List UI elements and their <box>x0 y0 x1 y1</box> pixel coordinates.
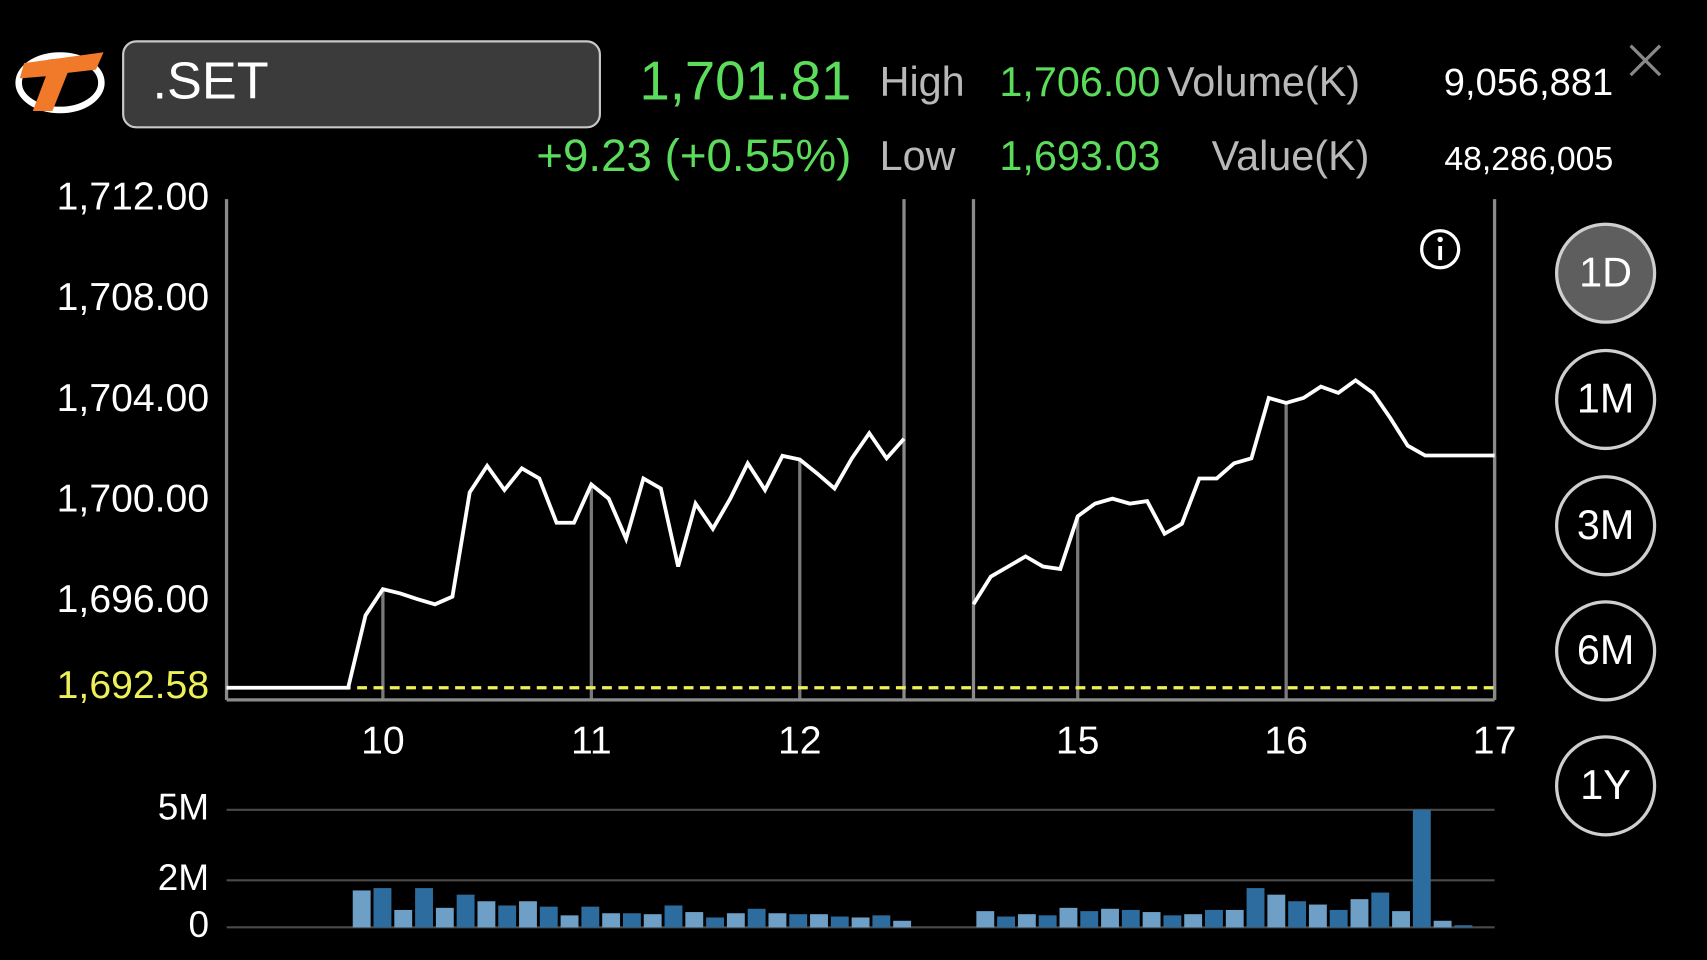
volume-bar <box>1080 911 1099 928</box>
x-tick-label: 12 <box>778 720 822 763</box>
volume-bar <box>1392 911 1410 928</box>
value-label: Value(K) <box>1212 133 1370 179</box>
volume-bar <box>622 913 641 928</box>
volume-bar <box>1059 907 1078 928</box>
volume-bar <box>1205 909 1223 928</box>
volume-bar <box>1017 914 1036 928</box>
high-value: 1,706.00 <box>999 59 1160 105</box>
volume-bar <box>1121 909 1140 928</box>
volume-bar <box>1184 914 1203 928</box>
info-button[interactable] <box>1420 229 1461 270</box>
period-label[interactable]: 1Y <box>1580 762 1631 808</box>
y-tick-label: 1,700.00 <box>57 477 209 520</box>
last-price: 1,701.81 <box>640 50 852 111</box>
period-button[interactable] <box>1554 735 1657 837</box>
volume-bar <box>1371 892 1390 928</box>
volume-bar <box>456 894 475 928</box>
y-tick-label: 1,708.00 <box>57 276 209 319</box>
value-value: 48,286,005 <box>1444 140 1613 178</box>
volume-bar <box>768 913 787 928</box>
low-value: 1,693.03 <box>999 133 1160 179</box>
reference-label: 1,692.58 <box>57 664 209 707</box>
volume-bar <box>1308 904 1327 928</box>
period-button[interactable] <box>1554 475 1657 577</box>
volume-bar <box>352 890 371 928</box>
x-tick-label: 11 <box>571 720 612 763</box>
period-label[interactable]: 1M <box>1577 376 1634 422</box>
volume-bar <box>1412 809 1431 928</box>
volume-bar <box>1038 915 1057 928</box>
period-button[interactable] <box>1554 348 1657 451</box>
volume-bar <box>435 907 454 928</box>
volume-label: Volume(K) <box>1167 59 1360 105</box>
volume-bar <box>893 920 912 928</box>
volume-bar <box>602 913 621 928</box>
volume-bar <box>789 914 808 928</box>
y-tick-label: 0 <box>189 904 210 945</box>
low-label: Low <box>880 133 956 179</box>
y-tick-label: 1,712.00 <box>57 176 209 219</box>
volume-bar <box>872 915 891 928</box>
volume-bar <box>664 905 683 928</box>
price-change: +9.23 (+0.55%) <box>536 130 851 181</box>
volume-bar <box>643 914 662 928</box>
volume-bar <box>539 906 558 928</box>
symbol[interactable]: .SET <box>153 53 269 111</box>
volume-bar <box>685 912 704 928</box>
period-label[interactable]: 3M <box>1577 502 1634 548</box>
volume-bar <box>560 915 579 928</box>
volume-bar <box>415 888 433 928</box>
volume-bar <box>1433 920 1452 928</box>
volume-bar <box>976 911 995 928</box>
volume-bar <box>851 917 870 928</box>
volume-bar <box>498 905 517 928</box>
volume-bar <box>1350 899 1369 928</box>
symbol-box[interactable] <box>122 40 601 129</box>
volume-bar <box>1246 888 1265 928</box>
y-tick-label: 5M <box>158 787 209 828</box>
volume-bar <box>747 908 766 928</box>
volume-bar <box>1267 894 1286 928</box>
y-tick-label: 2M <box>158 857 209 898</box>
period-button[interactable] <box>1554 222 1657 324</box>
period-label[interactable]: 1D <box>1579 249 1632 295</box>
volume-bar <box>830 916 849 928</box>
volume-bar <box>706 917 725 928</box>
volume-bar <box>581 906 600 928</box>
volume-bar <box>1454 925 1473 928</box>
close-button[interactable] <box>1629 44 1662 77</box>
volume-bar <box>519 901 537 928</box>
high-label: High <box>880 59 965 105</box>
volume-bar <box>997 916 1016 928</box>
volume-bar <box>373 888 392 928</box>
x-tick-label: 16 <box>1264 720 1308 763</box>
y-tick-label: 1,704.00 <box>57 377 209 420</box>
volume-value: 9,056,881 <box>1444 62 1613 104</box>
volume-bar <box>1101 908 1119 928</box>
x-tick-label: 17 <box>1473 720 1517 763</box>
y-tick-label: 1,696.00 <box>57 578 209 621</box>
x-tick-label: 15 <box>1056 720 1100 763</box>
volume-bar <box>1288 901 1307 928</box>
logo <box>15 52 105 114</box>
volume-bar <box>1142 912 1161 928</box>
period-button[interactable] <box>1554 600 1657 702</box>
volume-bar <box>1329 909 1348 928</box>
x-tick-label: 10 <box>361 720 405 763</box>
volume-bar <box>1225 909 1244 928</box>
volume-bar <box>810 914 828 928</box>
volume-bar <box>726 913 745 928</box>
volume-bar <box>1163 915 1182 928</box>
volume-bar <box>394 909 413 928</box>
price-line <box>226 377 1495 690</box>
volume-bar <box>477 901 496 928</box>
period-label[interactable]: 6M <box>1577 627 1634 673</box>
